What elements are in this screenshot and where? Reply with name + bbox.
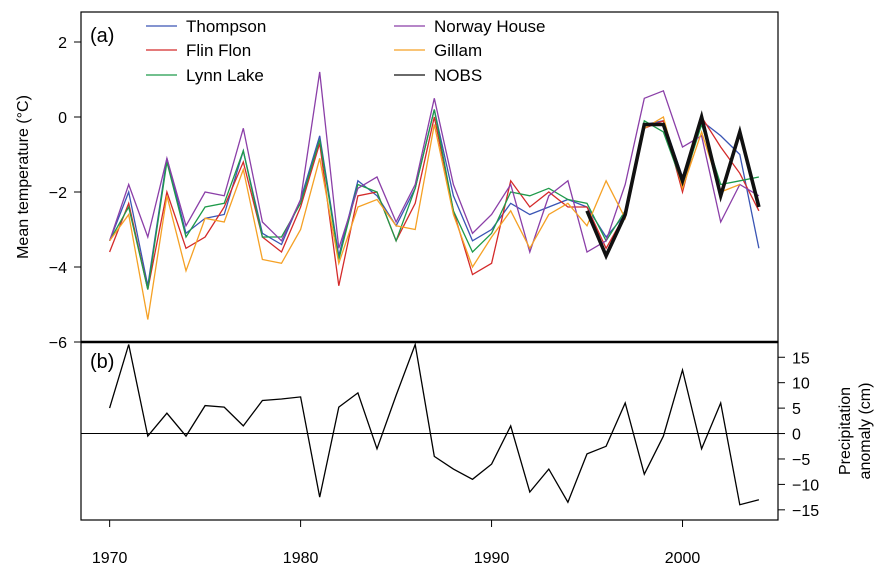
series-line-flin-flon xyxy=(108,115,760,290)
series-line-nobs xyxy=(585,110,761,261)
y-axis-title-b-line-2: anomaly (cm) xyxy=(857,383,874,480)
y-tick-label-a-0: −6 xyxy=(49,335,67,352)
legend-label-gillam: Gillam xyxy=(434,41,482,60)
panel-label-a: (a) xyxy=(90,25,114,47)
x-tick-label-3: 2000 xyxy=(665,550,701,567)
y-tick-label-b-0: −15 xyxy=(792,503,819,520)
y-tick-label-b-2: −5 xyxy=(792,452,810,469)
y-tick-label-b-6: 15 xyxy=(792,350,810,367)
legend-label-lynn-lake: Lynn Lake xyxy=(186,66,264,85)
legend-label-norway-house: Norway House xyxy=(434,17,546,36)
y-tick-label-a-2: −2 xyxy=(49,185,67,202)
panel-a-frame xyxy=(80,11,779,343)
y-axis-title-b: Precipitation anomaly (cm) xyxy=(837,383,874,480)
panel-label-b: (b) xyxy=(90,351,114,373)
y-tick-label-a-1: −4 xyxy=(49,260,67,277)
x-tick-label-1: 1980 xyxy=(283,550,319,567)
series-line-precipitation xyxy=(108,342,760,506)
x-tick-label-2: 1990 xyxy=(474,550,510,567)
y-tick-label-b-5: 10 xyxy=(792,376,810,393)
panel-a-temperature: −6 −4 −2 0 2 Mean temperature (°C) (a) Thompson… xyxy=(15,11,779,352)
series-line-lynn-lake xyxy=(109,109,760,290)
y-tick-label-a-3: 0 xyxy=(58,110,67,127)
legend-label-nobs: NOBS xyxy=(434,66,482,85)
y-tick-label-a-4: 2 xyxy=(58,35,67,52)
x-tick-label-0: 1970 xyxy=(92,550,128,567)
series-line-norway-house xyxy=(108,71,760,255)
y-tick-label-b-1: −10 xyxy=(792,477,819,494)
panel-b-precipitation: −15 −10 −5 0 5 10 15 Precipitation anomaly (cm) (… xyxy=(80,340,874,567)
y-axis-title-b-line-1: Precipitation xyxy=(837,387,854,475)
y-tick-label-b-4: 5 xyxy=(792,401,801,418)
legend-label-thompson: Thompson xyxy=(186,17,266,36)
y-axis-title-a: Mean temperature (°C) xyxy=(15,95,32,259)
series-line-thompson xyxy=(108,109,760,286)
y-tick-label-b-3: 0 xyxy=(792,427,801,444)
legend-label-flin-flon: Flin Flon xyxy=(186,41,251,60)
